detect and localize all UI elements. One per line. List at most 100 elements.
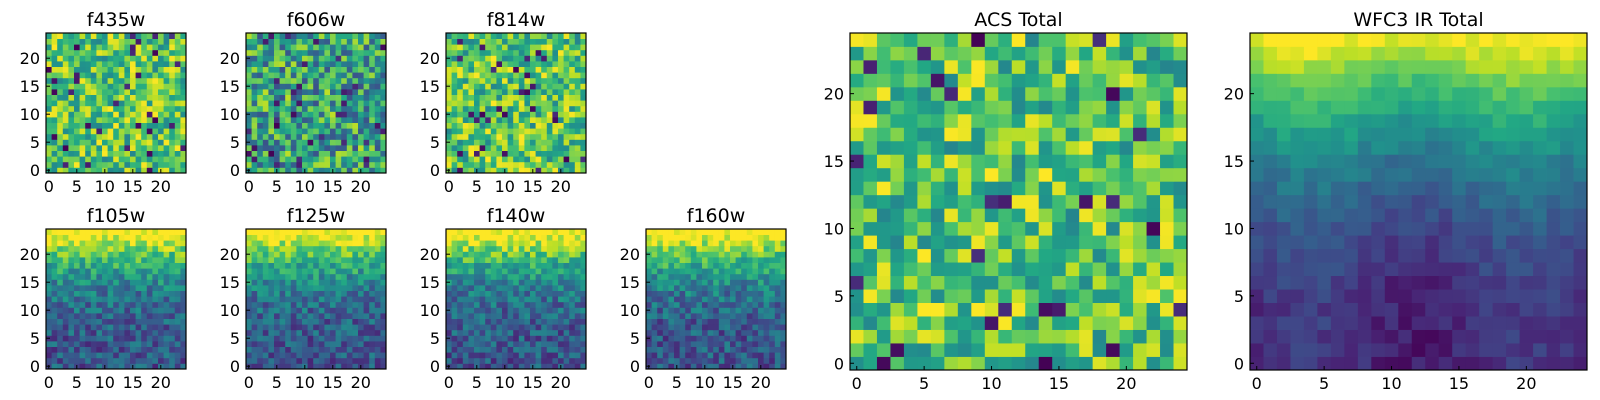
heatmap-cell	[746, 363, 753, 370]
heatmap-cell	[780, 352, 787, 359]
heatmap-cell	[957, 127, 972, 142]
heatmap-cell	[62, 44, 69, 51]
heatmap-cell	[335, 329, 342, 336]
heatmap-cell	[51, 240, 58, 247]
heatmap-cell	[502, 33, 508, 39]
heatmap-cell	[541, 290, 548, 297]
heatmap-cell	[563, 167, 570, 174]
heatmap-cell	[135, 38, 142, 45]
panel-title-acs_total: ACS Total	[974, 9, 1062, 31]
heatmap-cell	[163, 100, 170, 107]
heatmap-cell	[307, 111, 314, 118]
heatmap-cell	[380, 229, 387, 235]
heatmap-cell	[307, 357, 314, 364]
heatmap-cell	[746, 341, 753, 347]
heatmap-cell	[707, 251, 714, 258]
heatmap-cell	[541, 72, 548, 79]
heatmap-cell	[352, 257, 359, 263]
heatmap-cell	[507, 318, 514, 325]
heatmap-cell	[174, 38, 181, 45]
heatmap-cell	[313, 257, 320, 263]
heatmap-cell	[984, 262, 999, 277]
heatmap-cell	[90, 72, 97, 79]
heatmap-cell	[346, 346, 353, 353]
heatmap-cell	[451, 234, 458, 241]
heatmap-cell	[876, 181, 891, 196]
heatmap-cell	[485, 363, 492, 370]
heatmap-cell	[524, 234, 531, 241]
heatmap-cell	[380, 307, 387, 314]
heatmap-cell	[330, 33, 336, 39]
heatmap-cell	[146, 66, 153, 73]
heatmap-cell	[118, 245, 125, 252]
heatmap-cell	[502, 150, 508, 157]
heatmap-cell	[96, 290, 103, 297]
heatmap-cell	[474, 61, 480, 67]
heatmap-cell	[330, 279, 336, 286]
heatmap-cell	[569, 156, 576, 163]
heatmap-cell	[513, 66, 520, 73]
heatmap-cell	[563, 33, 570, 39]
heatmap-cell	[457, 352, 464, 359]
heatmap-cell	[903, 329, 918, 344]
heatmap-cell	[457, 313, 464, 319]
heatmap-cell	[502, 352, 508, 359]
heatmap-cell	[102, 139, 108, 146]
heatmap-cell	[380, 55, 387, 62]
heatmap-cell	[358, 117, 364, 123]
heatmap-cell	[541, 352, 548, 359]
heatmap-cell	[730, 257, 736, 263]
heatmap-cell	[141, 117, 148, 123]
heatmap-cell	[502, 61, 508, 67]
heatmap-cell	[163, 257, 170, 263]
heatmap-cell	[369, 273, 376, 280]
heatmap-cell	[251, 38, 258, 45]
heatmap-cell	[262, 133, 269, 140]
heatmap-cell	[1011, 329, 1026, 344]
heatmap-cell	[307, 341, 314, 347]
heatmap-cell	[490, 251, 497, 258]
heatmap-cell	[668, 273, 675, 280]
heatmap-cell	[535, 117, 542, 123]
heatmap-cell	[569, 329, 576, 336]
heatmap-cell	[1038, 140, 1053, 155]
heatmap-cell	[335, 363, 342, 370]
heatmap-cell	[130, 89, 136, 95]
heatmap-cell	[174, 83, 181, 90]
heatmap-cell	[107, 66, 114, 73]
heatmap-cell	[57, 133, 64, 140]
heatmap-cell	[358, 94, 364, 101]
heatmap-cell	[474, 55, 480, 62]
heatmap-cell	[657, 301, 664, 308]
heatmap-cell	[302, 105, 308, 112]
heatmap-cell	[657, 279, 664, 286]
heatmap-cell	[769, 229, 776, 235]
heatmap-cell	[1052, 140, 1067, 155]
heatmap-cell	[1079, 154, 1094, 169]
heatmap-cell	[57, 229, 64, 235]
heatmap-cell	[530, 341, 536, 347]
heatmap-cell	[930, 329, 945, 344]
heatmap-cell	[296, 133, 303, 140]
heatmap-cell	[318, 301, 325, 308]
heatmap-cell	[85, 117, 92, 123]
heatmap-cell	[62, 83, 69, 90]
heatmap-cell	[457, 296, 464, 303]
heatmap-cell	[174, 66, 181, 73]
heatmap-cell	[763, 296, 770, 303]
heatmap-cell	[780, 240, 787, 247]
heatmap-cell	[302, 262, 308, 269]
heatmap-cell	[679, 318, 686, 325]
heatmap-cell	[62, 329, 69, 336]
heatmap-cell	[130, 268, 136, 275]
heatmap-cell	[318, 251, 325, 258]
heatmap-cell	[552, 72, 559, 79]
heatmap-cell	[485, 49, 492, 56]
heatmap-cell	[90, 122, 97, 129]
heatmap-cell	[741, 257, 748, 263]
heatmap-cell	[335, 100, 342, 107]
heatmap-cell	[735, 329, 742, 336]
heatmap-cell	[296, 262, 303, 269]
heatmap-cell	[352, 55, 359, 62]
